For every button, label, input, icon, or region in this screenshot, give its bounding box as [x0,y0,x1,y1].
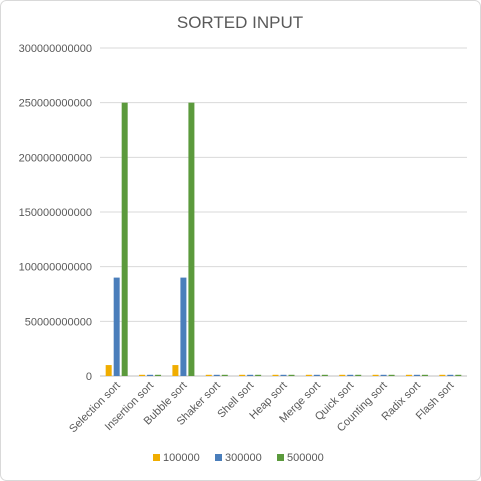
bar-500000-flash-sort [455,374,462,376]
bar-500000-heap-sort [288,374,295,376]
bar-300000-heap-sort [280,374,287,376]
bar-500000-counting-sort [388,374,395,376]
y-tick-label: 0 [86,371,92,383]
bars [105,102,462,377]
bar-300000-merge-sort [313,374,320,376]
bar-500000-radix-sort [421,374,428,376]
bar-100000-quick-sort [339,374,346,376]
legend-label-100000: 100000 [163,452,200,464]
bar-100000-counting-sort [372,374,379,376]
bar-100000-insertion-sort [139,374,146,376]
chart-title: SORTED INPUT [177,13,303,32]
y-tick-label: 100000000000 [19,262,92,274]
bar-300000-radix-sort [413,374,420,376]
y-tick-label: 200000000000 [19,152,92,164]
bar-100000-shell-sort [239,374,246,376]
bar-100000-flash-sort [439,374,446,376]
y-tick-label: 50000000000 [25,316,92,328]
bar-300000-insertion-sort [147,374,154,376]
bar-500000-merge-sort [321,374,328,376]
bar-500000-quick-sort [355,374,362,376]
y-axis-tick-labels: 0 50000000000 100000000000 150000000000 2000… [19,43,92,383]
bar-500000-selection-sort [121,102,128,377]
bar-100000-bubble-sort [172,365,179,376]
gridlines [100,47,467,377]
bar-100000-shaker-sort [205,374,212,376]
legend-swatch-100000 [153,454,160,461]
bar-300000-counting-sort [380,374,387,376]
bar-300000-shell-sort [247,374,254,376]
bar-500000-insertion-sort [155,374,162,376]
legend-label-300000: 300000 [225,452,262,464]
bar-100000-radix-sort [405,374,412,376]
legend-swatch-500000 [277,454,284,461]
bar-300000-bubble-sort [180,277,187,376]
bar-100000-merge-sort [305,374,312,376]
bar-300000-flash-sort [447,374,454,376]
bar-300000-selection-sort [113,277,120,376]
bar-100000-selection-sort [105,365,112,376]
bar-500000-shaker-sort [221,374,228,376]
y-tick-label: 250000000000 [19,98,92,110]
bar-100000-heap-sort [272,374,279,376]
bar-500000-shell-sort [255,374,262,376]
bar-300000-quick-sort [347,374,354,376]
bar-300000-shaker-sort [213,374,220,376]
legend: 100000 300000 500000 [153,452,324,464]
y-tick-label: 150000000000 [19,207,92,219]
bar-500000-bubble-sort [188,102,195,377]
legend-label-500000: 500000 [287,452,324,464]
y-tick-label: 300000000000 [19,43,92,55]
legend-swatch-300000 [215,454,222,461]
